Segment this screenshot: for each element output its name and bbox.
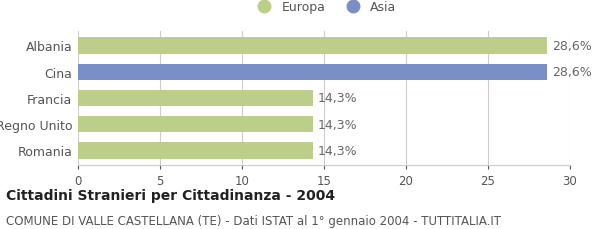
Text: COMUNE DI VALLE CASTELLANA (TE) - Dati ISTAT al 1° gennaio 2004 - TUTTITALIA.IT: COMUNE DI VALLE CASTELLANA (TE) - Dati I… bbox=[6, 215, 501, 227]
Bar bbox=[78, 117, 313, 133]
Text: 14,3%: 14,3% bbox=[317, 92, 357, 105]
Text: 28,6%: 28,6% bbox=[552, 40, 592, 53]
Bar bbox=[78, 143, 313, 159]
Text: Cittadini Stranieri per Cittadinanza - 2004: Cittadini Stranieri per Cittadinanza - 2… bbox=[6, 188, 335, 202]
Bar bbox=[78, 64, 547, 80]
Text: 14,3%: 14,3% bbox=[317, 118, 357, 131]
Text: 14,3%: 14,3% bbox=[317, 144, 357, 157]
Legend: Europa, Asia: Europa, Asia bbox=[247, 0, 401, 19]
Bar bbox=[78, 90, 313, 106]
Bar bbox=[78, 38, 547, 54]
Text: 28,6%: 28,6% bbox=[552, 66, 592, 79]
